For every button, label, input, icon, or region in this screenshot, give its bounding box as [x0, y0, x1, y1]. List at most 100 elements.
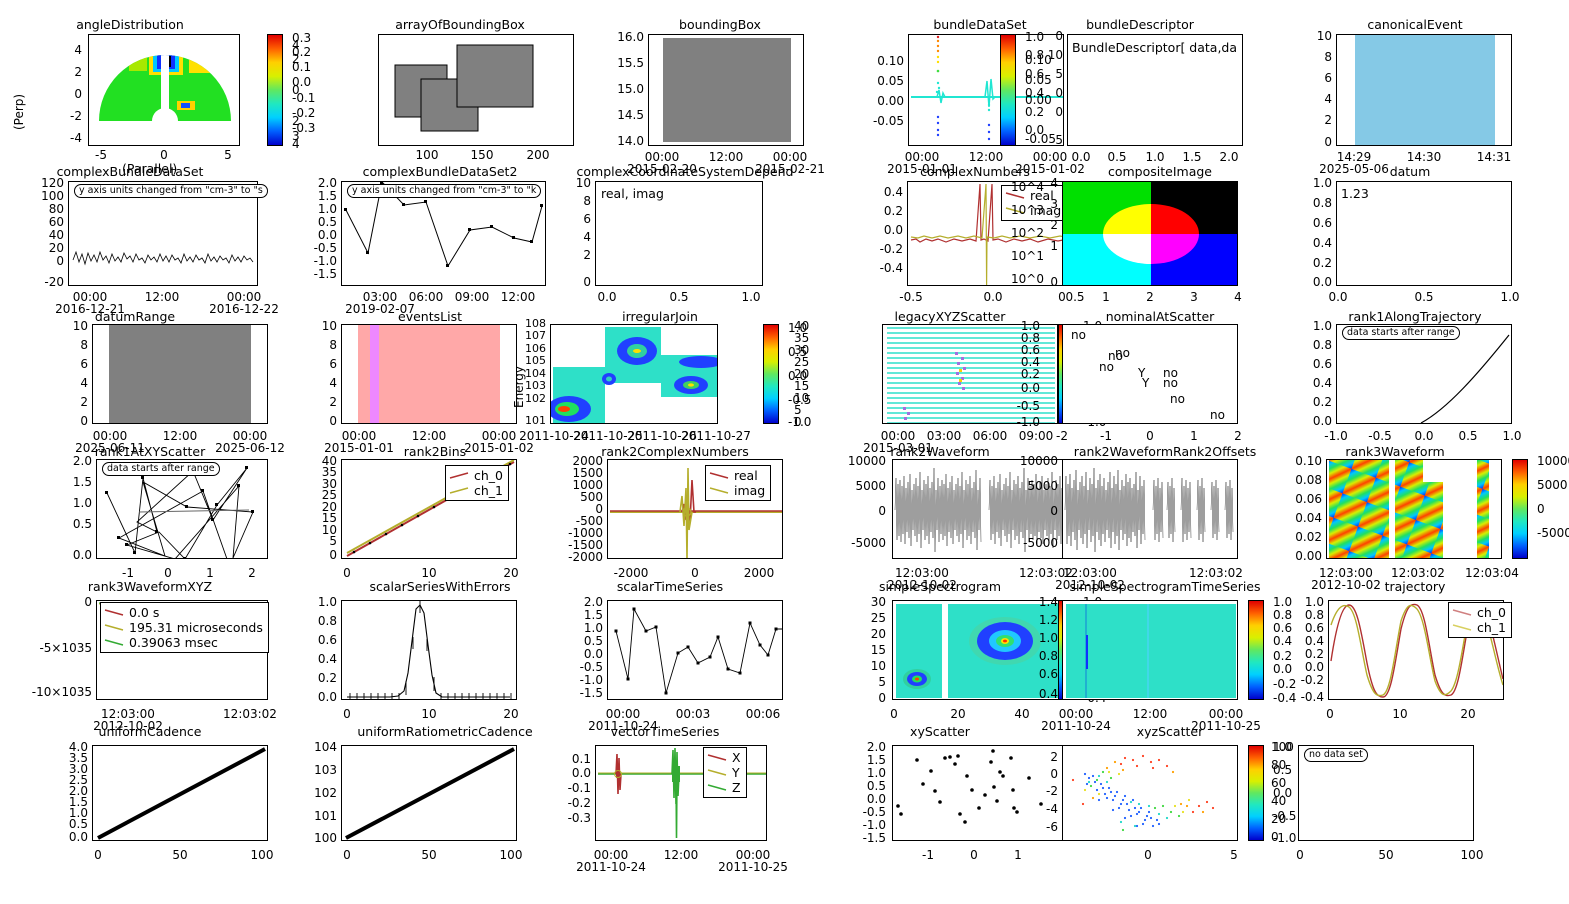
- x-tick: 0: [94, 848, 102, 862]
- cb-tick: 0.0: [1273, 786, 1293, 800]
- plot-scalarSeriesWithErrors[interactable]: scalarSeriesWithErrors 1.0 0.8 0.6 0.4 0…: [295, 580, 595, 745]
- x-tick: 40: [1014, 707, 1030, 721]
- plot-title: legacyXYZScatter: [894, 309, 1006, 324]
- plot-rank3WaveformXYZ[interactable]: rank3WaveformXYZ 0.0 s 195.31 microsecon…: [0, 580, 300, 745]
- y-tick: 0.2: [1312, 395, 1332, 409]
- plot-rank1AlongTrajectory[interactable]: rank1AlongTrajectory data starts after r…: [1290, 310, 1569, 460]
- plot-nominalAtScatter[interactable]: nominalAtScatter no no no no Y Y no no n…: [1040, 310, 1300, 460]
- x-tick: 00:00: [880, 429, 916, 443]
- x-tick: 00:00: [481, 429, 517, 443]
- legend-item: ch_0: [1452, 605, 1506, 620]
- event-bar: [1355, 35, 1495, 145]
- legend-swatch-y: [707, 768, 727, 777]
- x-tick: 03:00: [926, 429, 962, 443]
- plot-uniformCadence[interactable]: uniformCadence 4.0 3.5 3.0 2.5 2.0 1.5 1…: [0, 725, 300, 890]
- y-tick: 0.6: [1312, 216, 1332, 230]
- plot-title: bundleDataSet: [933, 17, 1027, 32]
- y-tick: 15.0: [617, 82, 644, 96]
- y-tick: 106: [525, 342, 546, 355]
- plot-bundleDataSet[interactable]: bundleDataSet 0.10 0.05 0.00 -0.05 00:00…: [850, 18, 1110, 178]
- plot-compositeImage[interactable]: compositeImage 4 3 2 1 0 0 1 2 3 4: [1040, 165, 1290, 325]
- y-tick: 2: [80, 395, 88, 409]
- svg-text:no: no: [1099, 360, 1114, 374]
- legend[interactable]: X Y Z: [703, 747, 747, 798]
- plot-rank1AtXYScatter[interactable]: rank1AtXYScatter data starts after range…: [0, 445, 300, 600]
- x-tick-date: 2016-12-21: [55, 302, 125, 316]
- cb-tick-alt: 40: [794, 319, 810, 333]
- y-tick: -2: [1046, 784, 1058, 798]
- y-tick: 40: [321, 454, 337, 468]
- plot-angleDistribution[interactable]: angleDistribution (Perp) 4 2 0 -2 -4 -5 …: [0, 18, 260, 176]
- y-tick: 0: [84, 595, 92, 609]
- plot-vectorTimeSeries[interactable]: vectorTimeSeries X Y Z 0.1 0.0 -0.1 -0.2…: [545, 725, 835, 900]
- y-tick: 2: [1324, 113, 1332, 127]
- x-tick: 03:00: [362, 290, 398, 304]
- plot-uniformRatiometricCadence[interactable]: uniformRatiometricCadence 104 103 102 10…: [295, 725, 595, 890]
- legend-swatch-real: [1005, 191, 1025, 200]
- cb-tick-alt: -0.05: [1025, 132, 1057, 146]
- x-tick: 0: [890, 707, 898, 721]
- legend[interactable]: ch_0 ch_1: [1448, 602, 1512, 638]
- plot-title: uniformRatiometricCadence: [357, 724, 533, 739]
- legend-label: imag: [734, 483, 766, 498]
- y-tick: 0: [1050, 504, 1058, 518]
- plot-datumRange[interactable]: datumRange 10 8 6 4 2 0 00:00 12:00 00:0…: [0, 310, 300, 460]
- plot-boundingBox[interactable]: boundingBox 16.0 15.5 15.0 14.5 14.0 00:…: [590, 18, 850, 178]
- plot-rank2Bins[interactable]: rank2Bins ch_0 ch_1 40 35 30 25 20 15 10…: [295, 445, 595, 600]
- plot-xyzScatter[interactable]: xyzScatter: [1040, 725, 1310, 890]
- x-tick: 12:03:02: [223, 707, 277, 721]
- x-tick: 00:00: [735, 848, 771, 862]
- legend-item: imag: [709, 483, 765, 498]
- plot-title: irregularJoin: [622, 309, 698, 324]
- plot-xyScatter[interactable]: xyScatter 2.0 1.5 1.0 0.5: [800, 725, 1090, 890]
- plot-legacyXYZScatter[interactable]: legacyXYZScatter: [820, 310, 1100, 460]
- y-tick: 0.6: [317, 633, 337, 647]
- x-tick: 50: [172, 848, 188, 862]
- plot-noDataSet[interactable]: no data set 0 50 100 100 80 60 40 20 0: [1271, 725, 1569, 890]
- y-tick: 0.0: [866, 792, 886, 806]
- y-tick: -6: [1046, 820, 1058, 834]
- legend-item: Y: [707, 765, 741, 780]
- plot-rank2WaveformRank2Offsets[interactable]: rank2WaveformRank2Offsets 10000 5000 0 -…: [1020, 445, 1310, 600]
- x-tick: 50: [421, 848, 437, 862]
- x-tick: 0: [1296, 848, 1304, 862]
- plot-arrayOfBoundingBox[interactable]: arrayOfBoundingBox 100 150 200: [330, 18, 590, 168]
- plot-complexBundleDataSet2[interactable]: complexBundleDataSet2 y axis units chang…: [295, 165, 595, 325]
- legend[interactable]: 0.0 s 195.31 microseconds 0.39063 msec: [100, 602, 269, 653]
- legend-swatch-1: [104, 623, 124, 632]
- x-tick: 00:00: [1032, 150, 1068, 164]
- plot-rank2ComplexNumbers[interactable]: rank2ComplexNumbers real imag 2000 1500 …: [545, 445, 835, 600]
- y-tick: 0.04: [1295, 511, 1322, 525]
- plot-title: simpleSpectrogramTimeSeries: [1069, 579, 1261, 594]
- plot-complexCoordinateSystemDepend[interactable]: complexCoordinateSystemDepend real, imag…: [545, 165, 865, 325]
- x-tick: 5: [224, 148, 232, 162]
- plot-scalarTimeSeries[interactable]: scalarTimeSeries 2.0 1.5 1.0 0.5 0.0 -0.…: [545, 580, 835, 745]
- noisy-series: [72, 250, 254, 266]
- plot-complexNumbers[interactable]: complexNumbers real imag 0.4 0.2 0.0 -0.…: [845, 165, 1125, 325]
- plot-rank3Waveform[interactable]: rank3Waveform 0.10 0.: [1280, 445, 1569, 600]
- x-tick: 12:03:00: [101, 707, 155, 721]
- plot-irregularJoin[interactable]: irregularJoin Energy 108 107 106 105 104…: [500, 310, 790, 460]
- plot-trajectory[interactable]: trajectory ch_0 ch_1 1.0 0.8 0.6 0.4 0.2…: [1300, 580, 1569, 745]
- stripe-scatter-image: [883, 325, 1057, 423]
- x-tick: 100: [1460, 848, 1484, 862]
- y-axis-label: (Perp): [12, 93, 26, 130]
- y-tick: -0.2: [879, 242, 903, 256]
- plot-datum[interactable]: datum 1.23 1.0 0.8 0.6 0.4 0.2 0.0 0.0 0…: [1290, 165, 1569, 325]
- y-tick: 40: [48, 228, 64, 242]
- legend[interactable]: ch_0 ch_1: [445, 465, 509, 501]
- x-tick-date: 2015-02-21: [755, 162, 825, 176]
- y-tick: 0.4: [1304, 634, 1324, 648]
- plot-eventsList[interactable]: eventsList 10 8 6 4 2 0 00:00 12:00 00:0…: [295, 310, 595, 460]
- legend[interactable]: real imag: [705, 465, 772, 501]
- plot-canonicalEvent[interactable]: canonicalEvent 10 8 6 4 2 0 14:29 14:30 …: [1300, 18, 1569, 178]
- y-tick: 100: [314, 831, 337, 845]
- y-tick: 0.0: [68, 830, 88, 844]
- x-tick: 09:00: [454, 290, 490, 304]
- x-tick: -0.5: [899, 290, 923, 304]
- plot-simpleSpectrogram[interactable]: simpleSpectrogram 30 25 20 15 10 5 0 0 2…: [800, 580, 1090, 745]
- plot-complexBundleDataSet[interactable]: complexBundleDataSet y axis units change…: [0, 165, 300, 325]
- plot-bundleDescriptor[interactable]: bundleDescriptor BundleDescriptor[ data,…: [1045, 18, 1295, 168]
- plot-simpleSpectrogramTimeSeries[interactable]: simpleSpectrogramTimeSeries 1.4 1.2 1.0 …: [1039, 580, 1310, 745]
- y-tick: 108: [525, 317, 546, 330]
